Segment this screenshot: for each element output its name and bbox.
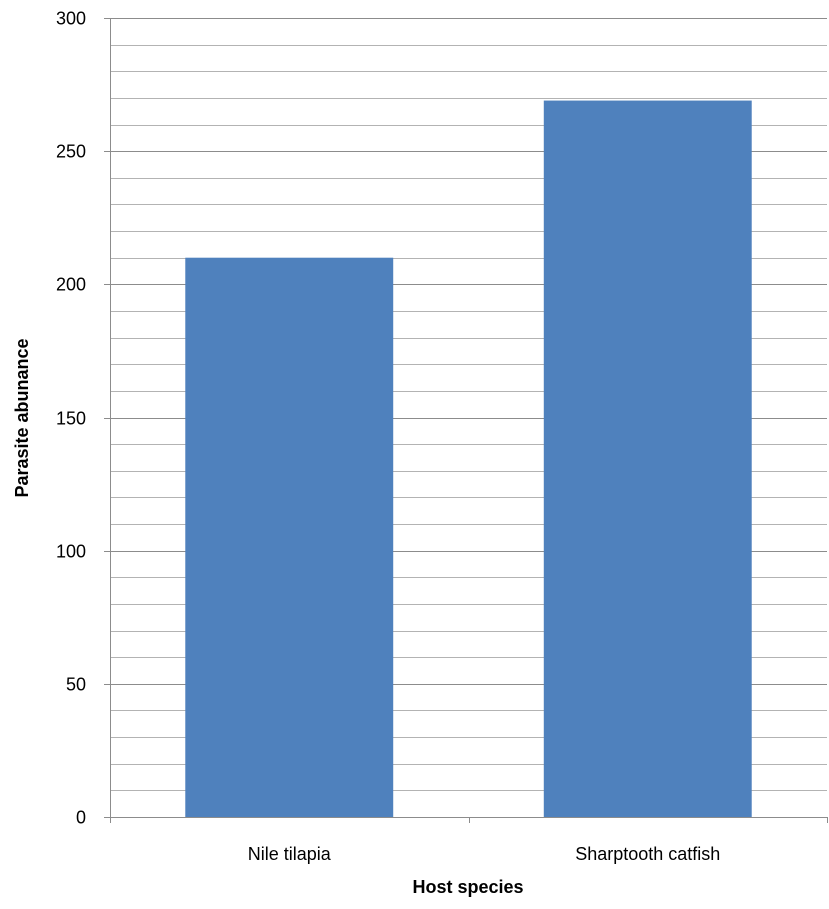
- x-tick-label: Nile tilapia: [248, 844, 332, 864]
- y-tick-label: 250: [56, 142, 86, 162]
- y-tick-label: 200: [56, 275, 86, 295]
- bar-sharptooth-catfish: [543, 100, 752, 817]
- y-axis-title: Parasite abunance: [12, 338, 32, 497]
- axes: [110, 18, 827, 818]
- y-tick-labels: 0 50 100 150 200 250 300: [56, 9, 110, 828]
- bar-nile-tilapia: [185, 257, 394, 817]
- y-tick-label: 100: [56, 542, 86, 562]
- x-tick-label: Sharptooth catfish: [575, 844, 720, 864]
- y-tick-label: 50: [66, 675, 86, 695]
- bars: [185, 100, 752, 817]
- x-axis-title: Host species: [412, 877, 523, 897]
- y-tick-label: 0: [76, 808, 86, 828]
- x-tick-labels: Nile tilapia Sharptooth catfish: [110, 817, 828, 864]
- y-tick-label: 300: [56, 9, 86, 29]
- y-tick-label: 150: [56, 409, 86, 429]
